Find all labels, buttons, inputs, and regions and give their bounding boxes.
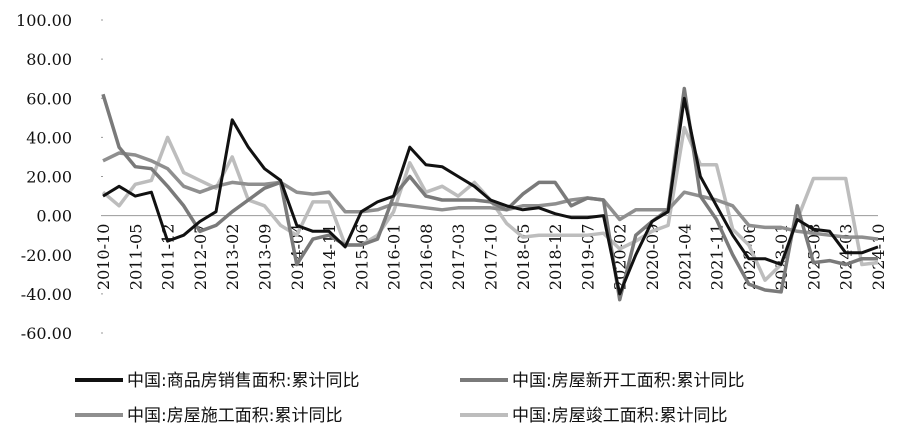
y-tick-label: 40.00 bbox=[26, 128, 72, 147]
x-tick-label: 2019-07 bbox=[578, 224, 597, 290]
x-tick-label: 2013-02 bbox=[223, 224, 242, 290]
legend-label: 中国:房屋竣工面积:累计同比 bbox=[512, 406, 727, 426]
y-tick-label: -20.00 bbox=[21, 246, 72, 265]
y-tick-label: -40.00 bbox=[21, 285, 72, 304]
y-tick-label: 60.00 bbox=[26, 89, 72, 108]
x-tick-label: 2011-05 bbox=[126, 224, 145, 290]
x-tick-label: 2018-12 bbox=[546, 224, 565, 290]
x-tick-label: 2017-03 bbox=[449, 224, 468, 290]
legend-label: 中国:商品房销售面积:累计同比 bbox=[127, 371, 359, 391]
x-tick-label: 2010-10 bbox=[94, 224, 113, 290]
x-tick-label: 2020-09 bbox=[643, 224, 662, 290]
y-tick-label: 0.00 bbox=[36, 207, 72, 226]
x-tick-label: 2015-06 bbox=[352, 224, 371, 290]
y-tick-label: 100.00 bbox=[16, 11, 72, 30]
x-tick-label: 2017-10 bbox=[482, 224, 501, 290]
x-tick-label: 2021-04 bbox=[675, 224, 694, 290]
series-line bbox=[101, 86, 878, 302]
y-tick-label: 20.00 bbox=[26, 168, 72, 187]
series-line bbox=[102, 96, 879, 296]
y-tick-label: -60.00 bbox=[21, 324, 72, 343]
x-tick-label: 2024-10 bbox=[869, 224, 888, 290]
legend-label: 中国:房屋新开工面积:累计同比 bbox=[512, 371, 744, 391]
x-tick-label: 2012-07 bbox=[191, 224, 210, 290]
x-tick-label: 2013-09 bbox=[255, 224, 274, 290]
series-line bbox=[102, 151, 879, 241]
y-tick-label: 80.00 bbox=[26, 50, 72, 69]
legend-label: 中国:房屋施工面积:累计同比 bbox=[127, 406, 342, 426]
x-tick-label: 2021-11 bbox=[708, 224, 727, 290]
x-tick-label: 2016-08 bbox=[417, 224, 436, 290]
x-tick-label: 2024-03 bbox=[837, 224, 856, 290]
x-tick-label: 2023-08 bbox=[804, 224, 823, 290]
x-tick-label: 2011-12 bbox=[159, 224, 178, 290]
x-tick-label: 2016-01 bbox=[385, 224, 404, 290]
x-tick-label: 2023-01 bbox=[772, 224, 791, 290]
x-tick-label: 2018-05 bbox=[514, 224, 533, 290]
